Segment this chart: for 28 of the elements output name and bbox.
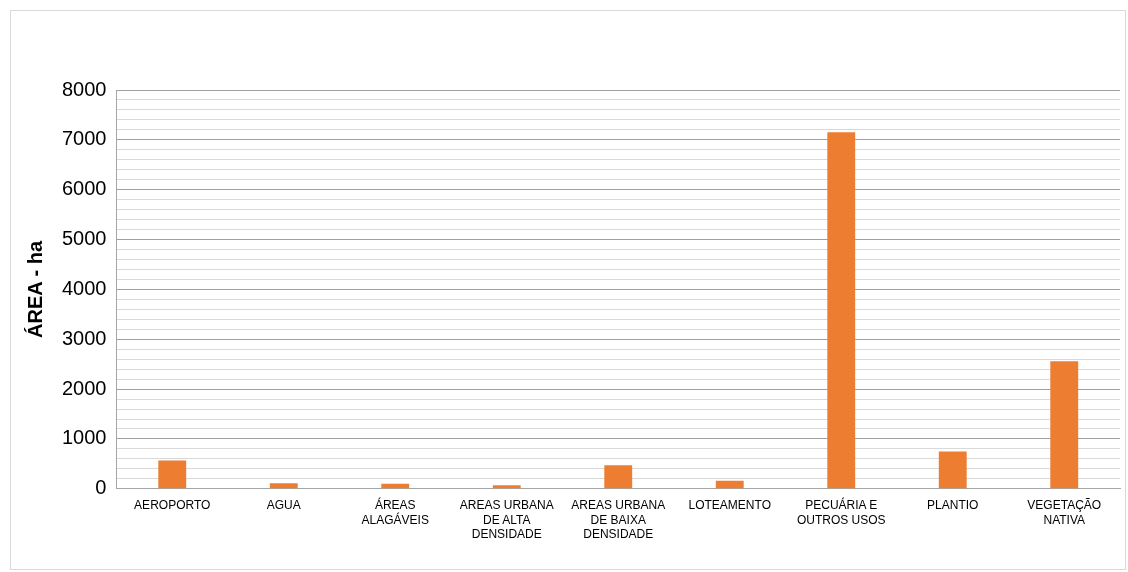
bar (827, 132, 856, 489)
bar (604, 465, 633, 489)
y-tick-label: 2000 (61, 376, 107, 399)
x-tick-label: PECUÁRIA E OUTROS USOS (796, 497, 886, 527)
bar (158, 460, 187, 489)
y-tick-label: 0 (95, 476, 107, 499)
bar (269, 483, 298, 489)
x-tick-label: AEROPORTO (134, 498, 211, 513)
bar (1050, 361, 1079, 489)
x-tick-label: PLANTIO (927, 498, 979, 513)
x-tick-label: AREAS URBANA DE BAIXA DENSIDADE (571, 498, 666, 542)
x-tick-label: VEGETAÇÃO NATIVA (1027, 498, 1102, 527)
x-tick-label: AGUA (266, 498, 301, 513)
y-tick-label: 8000 (61, 77, 107, 100)
bar (938, 451, 967, 489)
y-axis-title: ÁREA - ha (23, 240, 46, 338)
bar (381, 483, 410, 489)
x-tick-label: ÁREAS ALAGÁVEIS (361, 497, 429, 527)
y-tick-label: 7000 (61, 127, 107, 150)
bar (715, 480, 744, 489)
x-tick-label: AREAS URBANA DE ALTA DENSIDADE (459, 498, 554, 542)
y-tick-label: 6000 (61, 177, 107, 200)
y-tick-label: 1000 (61, 426, 107, 449)
y-tick-label: 4000 (61, 276, 107, 299)
y-tick-label: 3000 (61, 326, 107, 349)
y-tick-label: 5000 (61, 227, 107, 250)
bar (492, 485, 521, 489)
x-tick-label: LOTEAMENTO (688, 498, 771, 513)
